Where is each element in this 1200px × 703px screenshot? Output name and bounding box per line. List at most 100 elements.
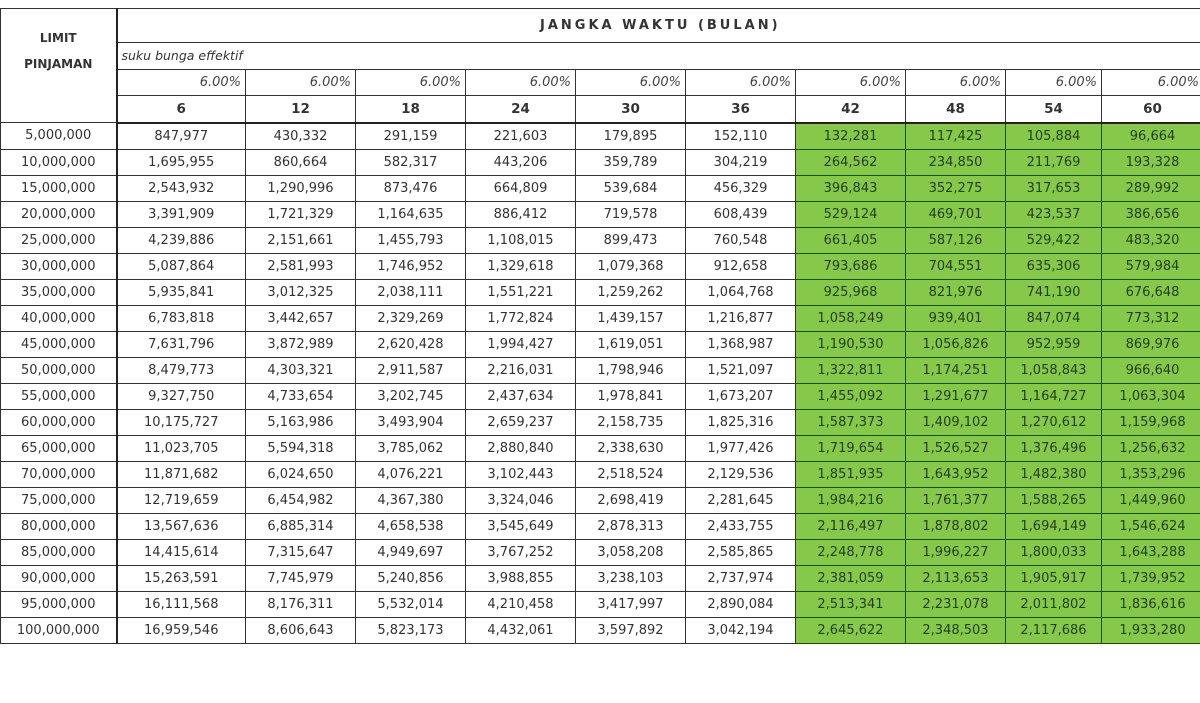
- installment-cell: 1,721,329: [245, 200, 356, 228]
- installment-cell: 4,303,321: [245, 356, 356, 384]
- installment-cell: 529,422: [1005, 226, 1102, 254]
- limit-cell: 95,000,000: [0, 590, 118, 618]
- installment-cell: 359,789: [575, 148, 686, 176]
- installment-cell: 4,239,886: [116, 226, 246, 254]
- installment-cell: 925,968: [795, 278, 906, 306]
- installment-cell: 6,024,650: [245, 460, 356, 488]
- limit-cell: 80,000,000: [0, 512, 118, 540]
- installment-cell: 2,329,269: [355, 304, 466, 332]
- installment-cell: 1,108,015: [465, 226, 576, 254]
- installment-cell: 529,124: [795, 200, 906, 228]
- month-header-cell: 18: [355, 95, 466, 124]
- limit-header: LIMIT PINJAMAN: [0, 8, 118, 123]
- installment-cell: 3,042,194: [685, 616, 796, 644]
- installment-cell: 3,442,657: [245, 304, 356, 332]
- installment-cell: 8,479,773: [116, 356, 246, 384]
- installment-cell: 847,074: [1005, 304, 1102, 332]
- installment-cell: 14,415,614: [116, 538, 246, 566]
- installment-cell: 4,076,221: [355, 460, 466, 488]
- table-row: 15,000,000 2,543,932 1,290,996 873,476 664,8…: [0, 174, 1200, 202]
- rate-cell: 6.00%: [465, 68, 576, 96]
- installment-cell: 221,603: [465, 122, 576, 150]
- installment-cell: 3,545,649: [465, 512, 576, 540]
- installment-cell: 16,959,546: [116, 616, 246, 644]
- installment-cell: 11,023,705: [116, 434, 246, 462]
- limit-cell: 65,000,000: [0, 434, 118, 462]
- limit-header-line2: PINJAMAN: [24, 56, 93, 71]
- installment-cell: 2,518,524: [575, 460, 686, 488]
- installment-cell: 5,935,841: [116, 278, 246, 306]
- installment-cell: 582,317: [355, 148, 466, 176]
- installment-cell: 1,694,149: [1005, 512, 1102, 540]
- installment-cell: 3,988,855: [465, 564, 576, 592]
- limit-cell: 55,000,000: [0, 382, 118, 410]
- installment-cell: 7,631,796: [116, 330, 246, 358]
- installment-cell: 2,116,497: [795, 512, 906, 540]
- installment-cell: 396,843: [795, 174, 906, 202]
- month-header-cell: 42: [795, 95, 906, 124]
- installment-cell: 1,851,935: [795, 460, 906, 488]
- limit-cell: 45,000,000: [0, 330, 118, 358]
- installment-cell: 386,656: [1100, 200, 1200, 228]
- installment-cell: 4,733,654: [245, 382, 356, 410]
- table-row: 40,000,000 6,783,818 3,442,657 2,329,269 1,7…: [0, 304, 1200, 332]
- limit-cell: 20,000,000: [0, 200, 118, 228]
- installment-cell: 1,164,635: [355, 200, 466, 228]
- installment-cell: 869,976: [1100, 330, 1200, 358]
- limit-cell: 75,000,000: [0, 486, 118, 514]
- table-row: 10,000,000 1,695,955 860,664 582,317 443,206…: [0, 148, 1200, 176]
- installment-cell: 9,327,750: [116, 382, 246, 410]
- installment-cell: 1,290,996: [245, 174, 356, 202]
- installment-cell: 2,543,932: [116, 174, 246, 202]
- installment-cell: 2,659,237: [465, 408, 576, 436]
- installment-cell: 1,329,618: [465, 252, 576, 280]
- table-row: 30,000,000 5,087,864 2,581,993 1,746,952 1,3…: [0, 252, 1200, 280]
- installment-cell: 1,526,527: [905, 434, 1006, 462]
- installment-cell: 2,338,630: [575, 434, 686, 462]
- installment-cell: 3,102,443: [465, 460, 576, 488]
- installment-cell: 423,537: [1005, 200, 1102, 228]
- table-row: 60,000,000 10,175,727 5,163,986 3,493,904 2,…: [0, 408, 1200, 436]
- installment-cell: 2,129,536: [685, 460, 796, 488]
- installment-cell: 132,281: [795, 122, 906, 150]
- table-row: 65,000,000 11,023,705 5,594,318 3,785,062 2,…: [0, 434, 1200, 462]
- installment-cell: 16,111,568: [116, 590, 246, 618]
- installment-cell: 13,567,636: [116, 512, 246, 540]
- installment-cell: 8,606,643: [245, 616, 356, 644]
- limit-cell: 85,000,000: [0, 538, 118, 566]
- title-row: LIMIT PINJAMAN JANGKA WAKTU (BULAN): [0, 8, 1200, 123]
- installment-cell: 2,645,622: [795, 616, 906, 644]
- period-title: JANGKA WAKTU (BULAN): [115, 8, 1200, 43]
- installment-cell: 179,895: [575, 122, 686, 150]
- installment-cell: 1,825,316: [685, 408, 796, 436]
- installment-cell: 1,836,616: [1100, 590, 1200, 618]
- installment-cell: 873,476: [355, 174, 466, 202]
- installment-cell: 793,686: [795, 252, 906, 280]
- rate-cell: 6.00%: [245, 68, 356, 96]
- installment-cell: 456,329: [685, 174, 796, 202]
- rate-cell: 6.00%: [575, 68, 686, 96]
- installment-cell: 2,890,084: [685, 590, 796, 618]
- installment-cell: 1,878,802: [905, 512, 1006, 540]
- installment-cell: 704,551: [905, 252, 1006, 280]
- installment-cell: 193,328: [1100, 148, 1200, 176]
- installment-cell: 661,405: [795, 226, 906, 254]
- installment-cell: 1,058,249: [795, 304, 906, 332]
- installment-cell: 1,761,377: [905, 486, 1006, 514]
- installment-cell: 7,315,647: [245, 538, 356, 566]
- installment-cell: 1,933,280: [1100, 616, 1200, 644]
- installment-cell: 539,684: [575, 174, 686, 202]
- installment-cell: 4,367,380: [355, 486, 466, 514]
- installment-cell: 3,324,046: [465, 486, 576, 514]
- limit-cell: 15,000,000: [0, 174, 118, 202]
- installment-cell: 1,079,368: [575, 252, 686, 280]
- month-header-cell: 60: [1100, 95, 1200, 124]
- installment-cell: 1,159,968: [1100, 408, 1200, 436]
- installment-cell: 3,012,325: [245, 278, 356, 306]
- installment-cell: 264,562: [795, 148, 906, 176]
- limit-cell: 10,000,000: [0, 148, 118, 176]
- installment-cell: 1,056,826: [905, 330, 1006, 358]
- installment-cell: 6,454,982: [245, 486, 356, 514]
- installment-cell: 483,320: [1100, 226, 1200, 254]
- installment-cell: 1,455,092: [795, 382, 906, 410]
